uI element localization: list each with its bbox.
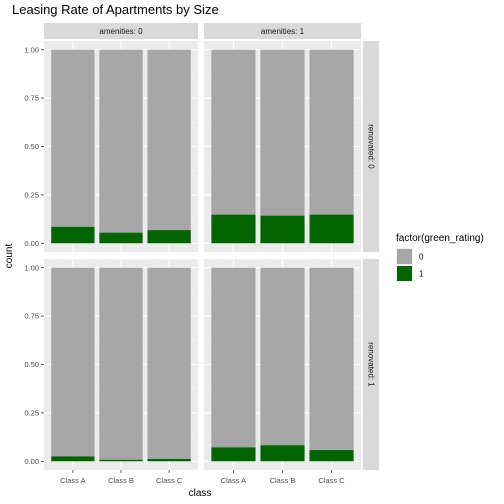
y-tick-label: 0.75 xyxy=(24,94,39,103)
y-tick-label: 1.00 xyxy=(24,263,39,272)
bar-green-rating-0-class-a-r1c1 xyxy=(211,267,256,448)
y-tick-label: 1.00 xyxy=(24,45,39,54)
bar-green-rating-1-class-c-r1c0 xyxy=(147,458,191,462)
facet-strip-row-0 xyxy=(363,41,379,252)
x-tick-label: Class B xyxy=(270,476,296,485)
facet-strip-col-1 xyxy=(204,23,361,39)
bar-green-rating-1-class-b-r0c1 xyxy=(260,215,305,244)
facet-strip-label-col-1: amenities: 1 xyxy=(261,27,305,36)
bar-green-rating-1-class-b-r0c0 xyxy=(99,232,143,244)
facet-strip-label-row-0: renovated: 0 xyxy=(367,124,376,169)
legend-label-0: 0 xyxy=(419,253,424,262)
bar-green-rating-0-class-a-r0c0 xyxy=(51,49,95,227)
x-tick-label: Class A xyxy=(60,476,85,485)
bar-green-rating-0-class-a-r1c0 xyxy=(51,267,95,457)
bar-green-rating-1-class-a-r1c1 xyxy=(211,447,256,462)
x-tick-label: Class C xyxy=(318,476,345,485)
bar-green-rating-1-class-c-r0c1 xyxy=(309,214,354,244)
y-tick-label: 0.00 xyxy=(24,239,39,248)
bar-green-rating-1-class-a-r0c1 xyxy=(211,214,256,244)
y-tick-label: 0.75 xyxy=(24,312,39,321)
x-tick-label: Class A xyxy=(221,476,246,485)
facet-strip-label-col-0: amenities: 0 xyxy=(99,27,143,36)
facet-strip-label-row-1: renovated: 1 xyxy=(367,342,376,387)
legend: factor(green_rating) 0 1 xyxy=(396,233,484,282)
x-tick-label: Class B xyxy=(108,476,134,485)
y-axis-title: count xyxy=(4,244,15,269)
bar-green-rating-1-class-a-r0c0 xyxy=(51,226,95,244)
bar-green-rating-1-class-a-r1c0 xyxy=(51,456,95,462)
y-tick-label: 0.50 xyxy=(24,360,39,369)
bar-green-rating-0-class-c-r0c0 xyxy=(147,49,191,231)
legend-swatch-0 xyxy=(397,249,412,264)
bar-green-rating-0-class-b-r0c1 xyxy=(260,49,305,216)
bar-green-rating-0-class-b-r0c0 xyxy=(99,49,143,233)
bar-green-rating-0-class-a-r0c1 xyxy=(211,49,256,215)
bar-green-rating-1-class-c-r1c1 xyxy=(309,450,354,462)
bar-green-rating-1-class-c-r0c0 xyxy=(147,230,191,244)
x-tick-label: Class C xyxy=(156,476,183,485)
y-tick-label: 0.25 xyxy=(24,408,39,417)
bar-green-rating-0-class-b-r1c0 xyxy=(99,267,143,460)
legend-label-1: 1 xyxy=(419,270,424,279)
bar-green-rating-0-class-c-r0c1 xyxy=(309,49,354,215)
y-tick-label: 0.25 xyxy=(24,190,39,199)
x-axis-title: class xyxy=(189,488,212,499)
legend-title: factor(green_rating) xyxy=(396,233,484,244)
bar-green-rating-0-class-b-r1c1 xyxy=(260,267,305,446)
plot-area: amenities: 0 amenities: 1 renovated: 0 reno… xyxy=(24,23,379,485)
y-tick-label: 0.50 xyxy=(24,142,39,151)
legend-swatch-1 xyxy=(397,266,412,281)
bar-green-rating-1-class-b-r1c1 xyxy=(260,445,305,462)
facet-strip-row-1 xyxy=(363,259,379,470)
facet-strip-col-0 xyxy=(44,23,198,39)
bar-green-rating-0-class-c-r1c1 xyxy=(309,267,354,451)
bar-green-rating-1-class-b-r1c0 xyxy=(99,459,143,462)
chart-title: Leasing Rate of Apartments by Size xyxy=(12,2,219,17)
y-tick-label: 0.00 xyxy=(24,457,39,466)
bar-green-rating-0-class-c-r1c0 xyxy=(147,267,191,459)
